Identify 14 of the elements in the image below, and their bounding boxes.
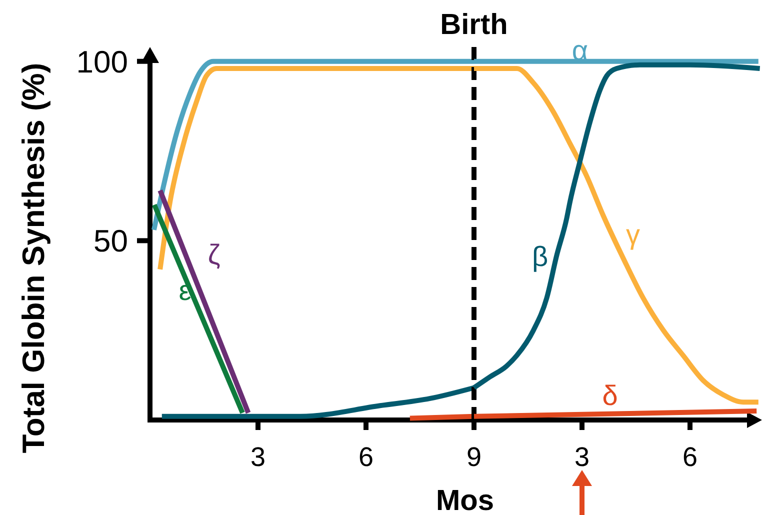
x-axis-title: Mos bbox=[436, 485, 494, 515]
y-axis-title: Total Globin Synthesis (%) bbox=[16, 62, 51, 454]
series-label: γ bbox=[626, 218, 640, 250]
y-tick-label: 100 bbox=[76, 44, 128, 79]
ref-line-label: Birth bbox=[440, 9, 508, 41]
x-tick-label: 6 bbox=[682, 442, 698, 472]
x-tick-label: 6 bbox=[358, 442, 374, 472]
x-tick-label: 9 bbox=[466, 442, 482, 472]
series-label: δ bbox=[602, 380, 618, 410]
series-label: β bbox=[532, 240, 548, 272]
x-tick-label: 3 bbox=[250, 442, 266, 472]
series-label: ζ bbox=[208, 238, 220, 270]
x-tick-label: 3 bbox=[574, 442, 590, 472]
y-tick-label: 50 bbox=[94, 223, 128, 258]
